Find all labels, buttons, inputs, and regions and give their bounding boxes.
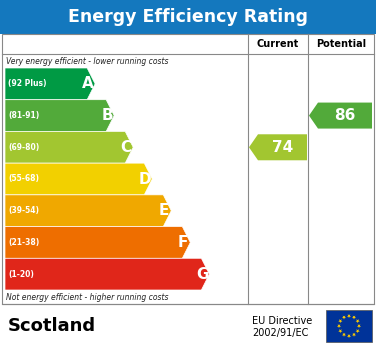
Polygon shape — [342, 333, 346, 337]
Polygon shape — [309, 103, 372, 128]
Text: (69-80): (69-80) — [8, 143, 39, 152]
Polygon shape — [352, 316, 356, 319]
Text: 2002/91/EC: 2002/91/EC — [252, 327, 308, 338]
Text: (92 Plus): (92 Plus) — [8, 79, 47, 88]
Text: C: C — [121, 140, 132, 155]
Polygon shape — [357, 324, 361, 328]
Polygon shape — [5, 163, 152, 195]
Text: 86: 86 — [334, 108, 356, 123]
Text: Potential: Potential — [316, 39, 366, 49]
Text: Energy Efficiency Rating: Energy Efficiency Rating — [68, 8, 308, 26]
Text: EU Directive: EU Directive — [252, 316, 312, 326]
Text: Scotland: Scotland — [8, 317, 96, 335]
Text: (21-38): (21-38) — [8, 238, 39, 247]
Polygon shape — [356, 329, 360, 333]
Text: (55-68): (55-68) — [8, 174, 39, 183]
Polygon shape — [5, 258, 209, 290]
Text: Very energy efficient - lower running costs: Very energy efficient - lower running co… — [6, 56, 168, 65]
Text: (81-91): (81-91) — [8, 111, 39, 120]
Polygon shape — [347, 314, 351, 318]
Polygon shape — [5, 195, 171, 227]
Text: (39-54): (39-54) — [8, 206, 39, 215]
Text: (1-20): (1-20) — [8, 270, 34, 279]
Text: Not energy efficient - higher running costs: Not energy efficient - higher running co… — [6, 293, 168, 301]
Polygon shape — [5, 227, 190, 258]
Bar — [2, 34, 374, 304]
Polygon shape — [356, 319, 360, 323]
Polygon shape — [5, 132, 133, 163]
Text: A: A — [82, 76, 94, 92]
Text: 74: 74 — [272, 140, 293, 155]
Polygon shape — [347, 334, 351, 338]
Text: D: D — [139, 172, 152, 187]
Bar — [326, 310, 372, 342]
Polygon shape — [338, 319, 343, 323]
Bar — [0, 0, 376, 34]
Text: E: E — [159, 203, 170, 218]
Polygon shape — [342, 316, 346, 319]
Polygon shape — [249, 134, 307, 160]
Text: Current: Current — [257, 39, 299, 49]
Polygon shape — [352, 333, 356, 337]
Text: F: F — [178, 235, 188, 250]
Text: B: B — [102, 108, 113, 123]
Polygon shape — [5, 100, 114, 132]
Polygon shape — [5, 68, 95, 100]
Polygon shape — [337, 324, 341, 328]
Polygon shape — [338, 329, 343, 333]
Text: G: G — [196, 267, 209, 282]
